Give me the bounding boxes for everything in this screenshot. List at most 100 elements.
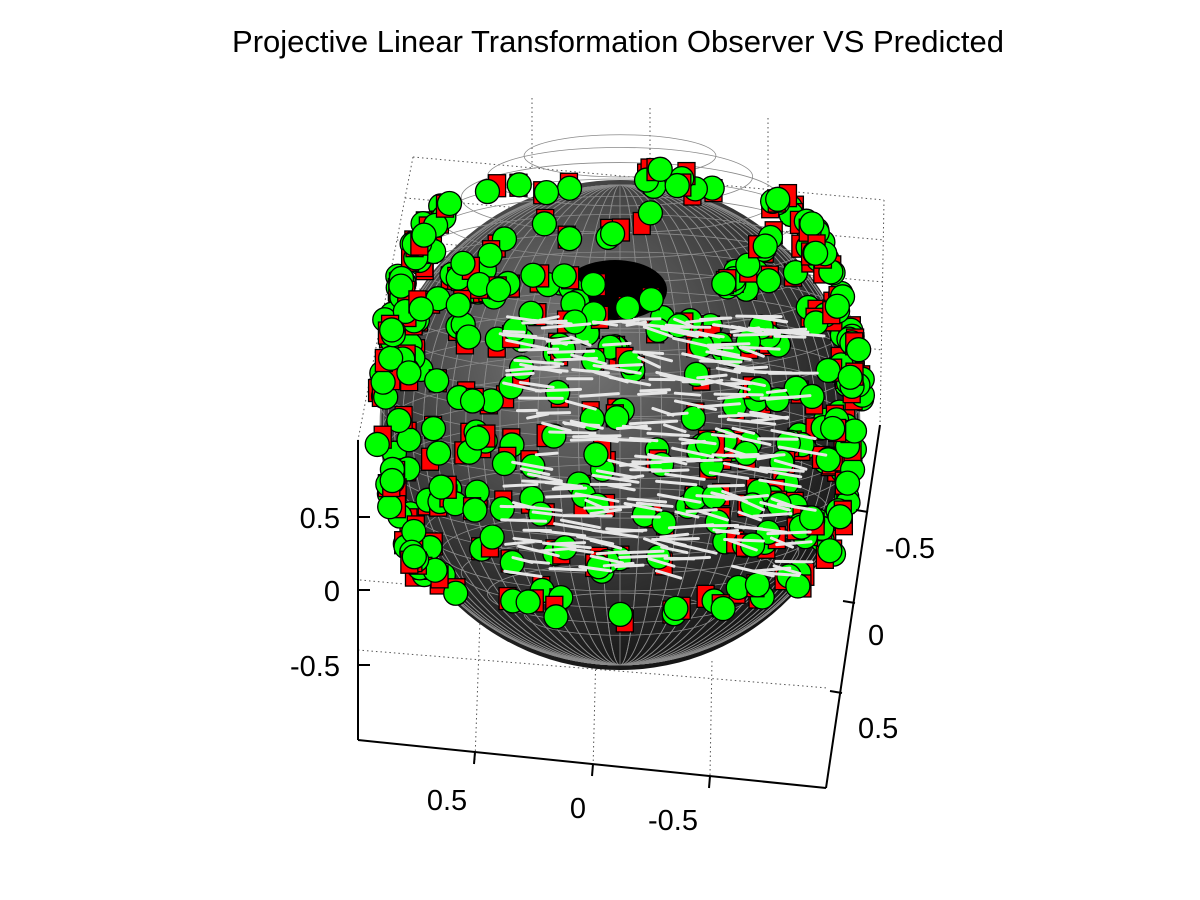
- connector-line: [759, 501, 791, 512]
- circle-marker: [820, 415, 846, 442]
- circle-marker: [396, 360, 422, 386]
- connector-line: [632, 350, 665, 355]
- connector-line: [618, 549, 665, 555]
- connector-line: [553, 522, 597, 532]
- circle-marker: [647, 156, 673, 182]
- connector-line: [714, 427, 743, 439]
- circle-marker: [533, 179, 560, 206]
- connector-line: [646, 431, 690, 438]
- connector-line: [551, 486, 588, 491]
- y-tick-label: 0.5: [858, 713, 898, 745]
- connector-line: [711, 453, 743, 458]
- circle-marker: [479, 524, 505, 550]
- connector-line: [519, 467, 551, 476]
- connector-line: [534, 387, 583, 393]
- connector-line: [513, 358, 565, 366]
- connector-line: [502, 381, 543, 393]
- connector-line: [696, 373, 728, 380]
- circle-marker: [464, 425, 491, 451]
- connector-line: [544, 481, 584, 488]
- connector-line: [592, 318, 640, 325]
- circle-marker: [663, 595, 689, 622]
- connector-line: [741, 345, 781, 351]
- connector-line: [541, 421, 572, 433]
- connector-line: [500, 518, 548, 523]
- circle-marker: [815, 357, 841, 384]
- circle-marker: [401, 544, 427, 570]
- connector-line: [564, 399, 597, 411]
- connector-line: [635, 501, 674, 508]
- connector-line: [686, 458, 723, 463]
- connector-line: [542, 541, 592, 550]
- connector-line: [534, 451, 559, 457]
- connector-line: [777, 445, 828, 457]
- connector-line: [540, 322, 592, 330]
- connector-line: [606, 437, 652, 443]
- circle-marker: [506, 172, 532, 198]
- circle-marker: [752, 233, 778, 259]
- connector-line: [647, 557, 676, 568]
- circle-marker: [599, 221, 626, 247]
- connector-line: [765, 388, 788, 394]
- x-tick-label: 0.5: [427, 785, 467, 817]
- connector-line: [531, 510, 563, 517]
- circle-marker: [499, 549, 525, 576]
- connector-line: [505, 315, 554, 325]
- connector-line: [655, 370, 699, 383]
- connector-line: [756, 315, 789, 324]
- circle-marker: [543, 604, 569, 630]
- connector-line: [511, 460, 554, 471]
- circle-marker: [364, 431, 390, 458]
- circle-marker: [411, 222, 437, 248]
- x-tick: [473, 751, 476, 765]
- circle-marker: [827, 504, 853, 530]
- connector-line: [524, 364, 561, 371]
- connector-line: [605, 527, 644, 533]
- connector-line: [618, 460, 663, 468]
- connector-line: [737, 325, 767, 336]
- connector-line: [518, 380, 555, 389]
- connector-line: [773, 334, 807, 339]
- circle-marker: [711, 270, 737, 297]
- connector-line: [632, 317, 662, 321]
- connector-line: [663, 556, 696, 561]
- connector-line: [548, 430, 597, 435]
- circle-marker: [477, 242, 503, 268]
- connector-line: [752, 512, 793, 518]
- circle-marker: [420, 415, 447, 442]
- connector-line: [570, 353, 607, 366]
- connector-line: [548, 567, 588, 572]
- connector-line: [723, 538, 765, 543]
- connector-line: [618, 554, 669, 559]
- circle-marker: [450, 250, 476, 277]
- connector-line: [708, 471, 750, 480]
- connector-line: [562, 421, 586, 429]
- connector-line: [718, 361, 755, 371]
- connector-line: [721, 489, 745, 501]
- circle-marker: [379, 317, 405, 343]
- connector-line: [647, 453, 688, 466]
- connector-line: [502, 329, 526, 334]
- connector-line: [766, 530, 812, 536]
- connector-line: [724, 447, 752, 458]
- mesh-ring: [486, 147, 754, 207]
- connector-line: [776, 502, 817, 512]
- z-tick-label: 0.5: [300, 503, 340, 535]
- y-axis-line: [825, 424, 881, 789]
- circle-marker: [377, 494, 403, 520]
- connector-line: [615, 424, 648, 431]
- circle-marker: [386, 407, 412, 434]
- circle-marker: [614, 295, 641, 321]
- circle-marker: [424, 368, 450, 394]
- connector-line: [756, 453, 782, 461]
- circle-marker: [445, 292, 471, 318]
- connector-line: [578, 565, 613, 573]
- connector-line: [737, 510, 762, 522]
- connector-line: [651, 468, 690, 473]
- circle-marker: [837, 364, 863, 390]
- connector-line: [511, 556, 534, 564]
- circle-marker: [541, 423, 567, 449]
- x-tick-label: -0.5: [648, 805, 698, 837]
- connector-line: [706, 342, 751, 347]
